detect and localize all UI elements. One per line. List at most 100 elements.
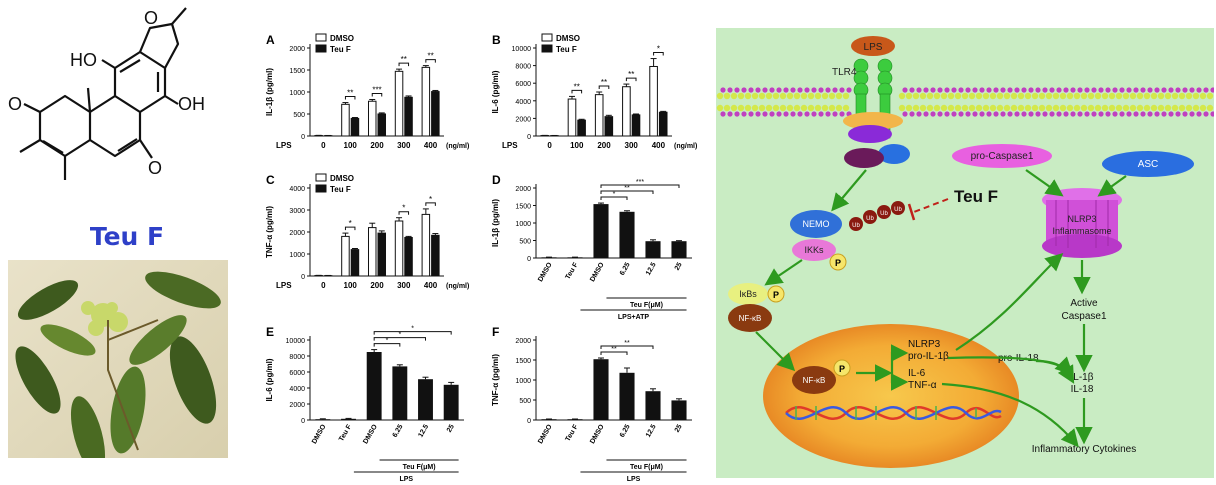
significance-bracket (598, 85, 610, 89)
x-tick-label: 25 (446, 423, 456, 433)
membrane-tail (762, 111, 768, 117)
y-tick-label: 4000 (289, 186, 305, 193)
membrane-head (996, 92, 1004, 100)
membrane-tail (930, 111, 936, 117)
membrane-tail (923, 111, 929, 117)
comparison-label: ** (611, 346, 617, 353)
membrane-tail (1035, 111, 1041, 117)
membrane-tail (818, 111, 824, 117)
cell-membrane (716, 87, 1216, 117)
plant-photo (8, 260, 228, 458)
y-tick-label: 3000 (289, 208, 305, 215)
membrane-tail (1056, 87, 1062, 93)
membrane-tail (804, 111, 810, 117)
y-tick-label: 2000 (515, 116, 531, 123)
nfkb-nuclear-label: NF-κB (803, 376, 826, 385)
membrane-head (912, 92, 920, 100)
gene-pro-il1b: pro-IL-1β (908, 351, 949, 362)
panel-letter: D (492, 173, 501, 187)
membrane-tail (937, 111, 943, 117)
membrane-tail (958, 111, 964, 117)
membrane-tail (1070, 87, 1076, 93)
membrane-head (1157, 92, 1165, 100)
nucleus (763, 324, 1019, 468)
bar (404, 237, 413, 277)
membrane-tail (902, 87, 908, 93)
membrane-head (1031, 92, 1039, 100)
membrane-head (1115, 104, 1123, 112)
x-unit-label: (ng/ml) (674, 143, 697, 150)
inflammatory-cytokines-label: Inflammatory Cytokines (1032, 444, 1136, 455)
membrane-tail (958, 87, 964, 93)
membrane-head (1017, 104, 1025, 112)
bar (392, 366, 408, 420)
membrane-head (1164, 104, 1172, 112)
membrane-head (905, 92, 913, 100)
bar (671, 241, 687, 258)
x-prefix-label: LPS (276, 281, 292, 290)
y-tick-label: 2000 (289, 402, 305, 409)
membrane-head (1080, 92, 1088, 100)
membrane-head (1206, 92, 1214, 100)
membrane-tail (1112, 111, 1118, 117)
membrane-tail (909, 87, 915, 93)
compound-panel: HO O OH O O Teu F (0, 0, 235, 485)
membrane-head (1010, 104, 1018, 112)
comparison-bracket (373, 343, 401, 347)
membrane-tail (1168, 87, 1174, 93)
membrane-head (1164, 92, 1172, 100)
significance-label: * (657, 45, 660, 54)
bar (631, 114, 641, 137)
membrane-head (751, 92, 759, 100)
tlr4-label: TLR4 (832, 67, 857, 78)
bar (367, 100, 377, 137)
tlr4-receptor: LPS TLR4 (832, 36, 910, 168)
membrane-head (1024, 104, 1032, 112)
active-caspase1-label-1: Active (1070, 298, 1098, 309)
membrane-tail (769, 111, 775, 117)
membrane-tail (1098, 111, 1104, 117)
y-tick-label: 8000 (515, 64, 531, 71)
membrane-head (898, 104, 906, 112)
significance-bracket (425, 202, 436, 206)
membrane-head (772, 104, 780, 112)
membrane-head (765, 92, 773, 100)
bar (593, 204, 609, 258)
x-tick-label: 200 (597, 141, 611, 150)
membrane-head (1101, 92, 1109, 100)
membrane-head (807, 92, 815, 100)
x-prefix-label: LPS (276, 141, 292, 150)
legend-swatch (315, 184, 327, 193)
x-tick-label: 12.5 (417, 423, 430, 438)
comparison-label: * (398, 332, 401, 339)
membrane-head (1206, 104, 1214, 112)
inhibition-bar (907, 203, 916, 221)
bar (350, 249, 360, 277)
membrane-tail (1063, 87, 1069, 93)
signaling-pathway-diagram: LPS TLR4 pro-Caspase1 ASC (716, 28, 1216, 478)
membrane-head (919, 92, 927, 100)
x-unit-label: (ng/ml) (446, 143, 469, 150)
ikks-shape (792, 239, 836, 261)
x-tick-label: 6.25 (619, 261, 632, 276)
membrane-head (1059, 92, 1067, 100)
significance-bracket (344, 96, 356, 100)
y-axis-label: IL-1β (pg/ml) (265, 68, 274, 116)
legend-swatch (315, 33, 327, 42)
membrane-tail (1091, 87, 1097, 93)
membrane-tail (1049, 87, 1055, 93)
membrane-tail (1175, 87, 1181, 93)
membrane-head (982, 92, 990, 100)
nlrp3-inflammasome: NLRP3 Inflammasome (1042, 188, 1122, 258)
membrane-tail (1077, 87, 1083, 93)
pro-caspase1-shape (952, 144, 1052, 168)
membrane-head (828, 104, 836, 112)
membrane-head (1003, 104, 1011, 112)
p-label-ikbs: P (773, 290, 779, 300)
membrane-tail (909, 111, 915, 117)
phospho-nfkb (833, 359, 851, 377)
ikbs-label: IκBs (739, 289, 757, 299)
il18-output-label: IL-18 (1071, 384, 1094, 395)
asc-shape (1102, 151, 1194, 177)
membrane-tail (776, 87, 782, 93)
